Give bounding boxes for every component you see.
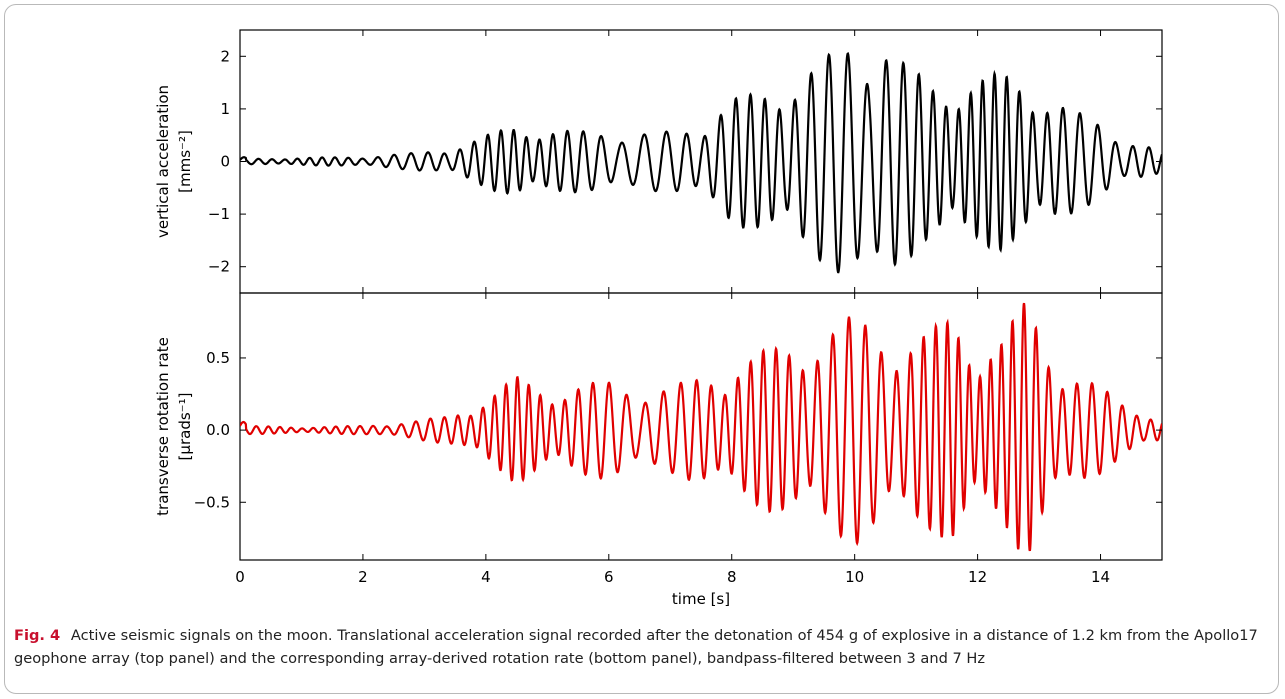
- figure-caption: Fig. 4 Active seismic signals on the moo…: [14, 624, 1272, 670]
- x-tick-label: 12: [968, 568, 987, 586]
- y-tick-label: −2: [208, 258, 230, 276]
- x-tick-label: 6: [604, 568, 614, 586]
- y-tick-label: 0.5: [206, 349, 230, 367]
- x-tick-label: 2: [358, 568, 368, 586]
- y-axis-label: transverse rotation rate: [154, 337, 172, 516]
- y-tick-label: −1: [208, 205, 230, 223]
- x-tick-label: 4: [481, 568, 491, 586]
- x-tick-label: 14: [1091, 568, 1110, 586]
- signal-trace: [240, 52, 1162, 274]
- x-axis: 0 2 4 6 8 10 12 14 time [s]: [235, 568, 1110, 608]
- bottom-panel: −0.5 0.0 0.5 transverse rotation rate [μrads…: [154, 292, 1163, 561]
- y-tick-label: 0: [220, 153, 230, 171]
- caption-text: Active seismic signals on the moon. Tran…: [14, 627, 1258, 667]
- y-axis-unit: [mms⁻²]: [176, 130, 194, 193]
- y-tick-label: 2: [220, 47, 230, 65]
- y-axis-unit: [μrads⁻¹]: [176, 393, 194, 461]
- figure-frame: [4, 4, 1279, 694]
- y-axis-label: vertical acceleration: [154, 85, 172, 238]
- x-tick-label: 8: [727, 568, 737, 586]
- y-tick-label: −0.5: [194, 493, 230, 511]
- x-tick-label: 10: [845, 568, 864, 586]
- y-tick-label: 1: [220, 100, 230, 118]
- signal-trace: [240, 302, 1162, 552]
- y-tick-label: 0.0: [206, 421, 230, 439]
- top-panel: −2 −1 0 1 2 vertical acceleration [mms⁻²]: [154, 29, 1163, 294]
- x-axis-label: time [s]: [672, 590, 730, 608]
- figure-label: Fig. 4: [14, 627, 61, 644]
- x-tick-label: 0: [235, 568, 245, 586]
